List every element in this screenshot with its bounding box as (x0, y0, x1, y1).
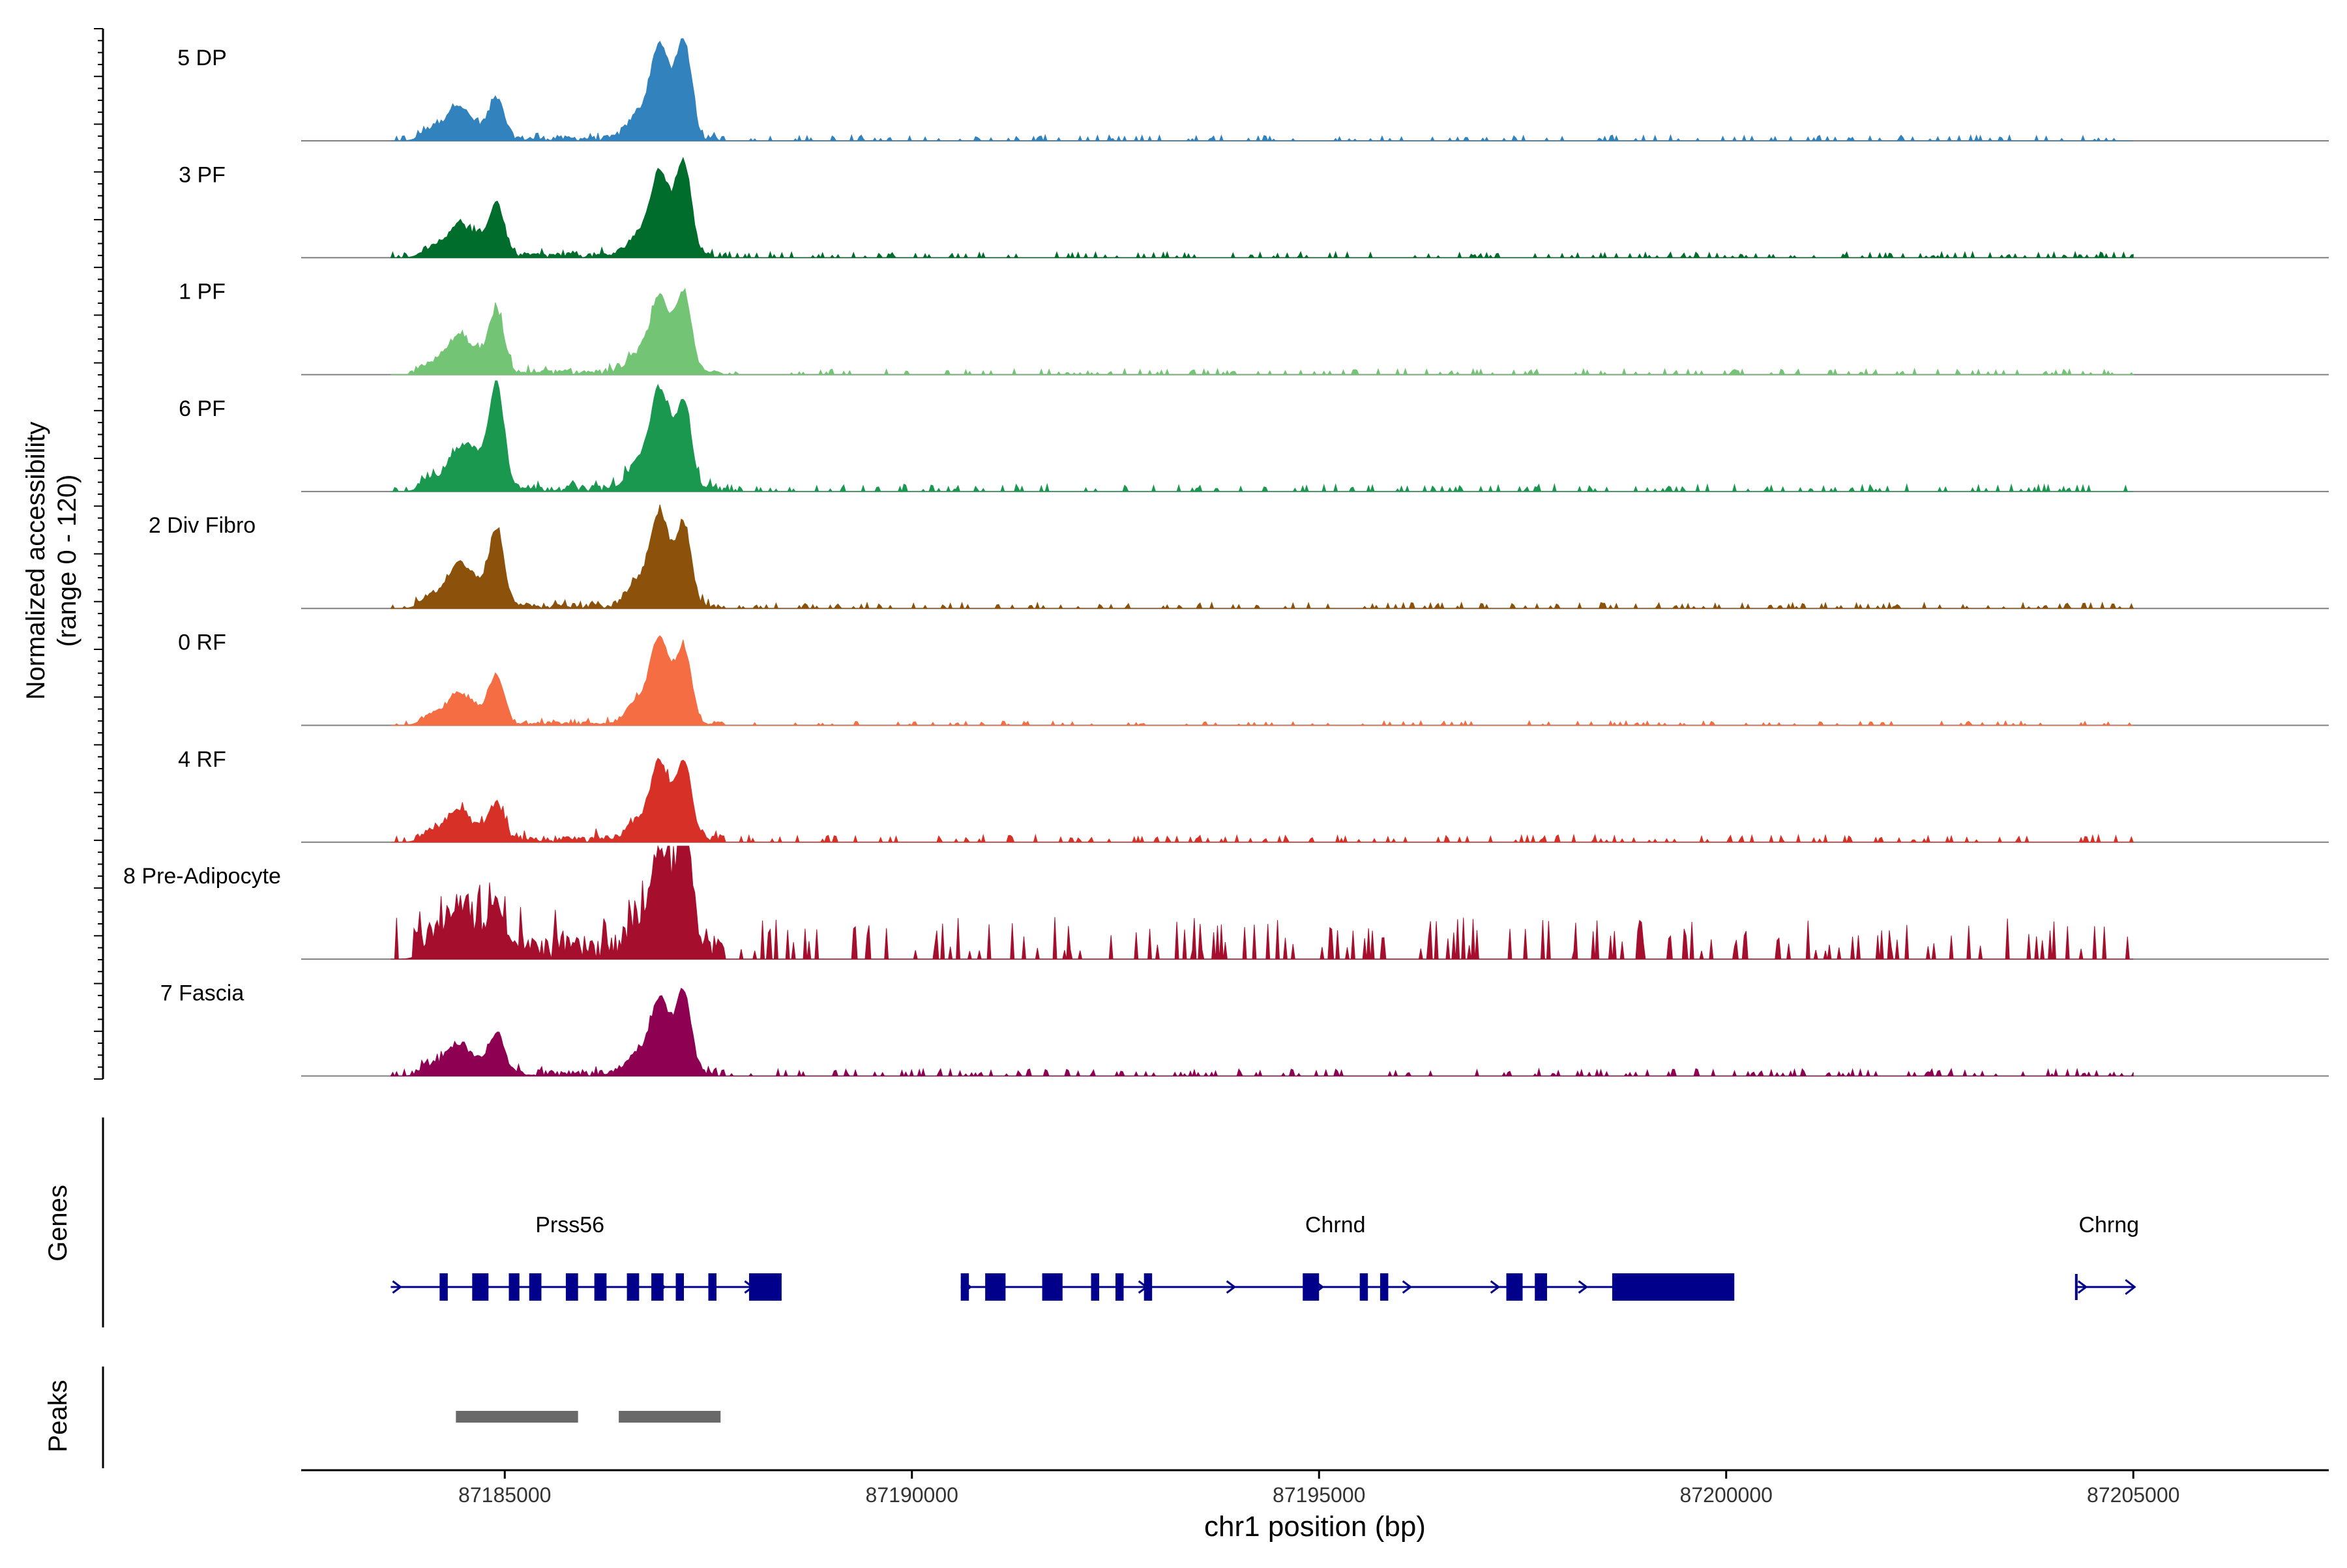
track-6-pf: 6 PF (179, 380, 2329, 493)
strand-arrow (2125, 1279, 2136, 1295)
strand-arrow (392, 1280, 402, 1294)
gene-chrng: Chrng (2074, 1213, 2139, 1300)
exon-block (1042, 1273, 1063, 1301)
exon-block (439, 1273, 448, 1301)
track-3-pf: 3 PF (179, 156, 2329, 259)
exon-block (708, 1273, 716, 1301)
gene-prss56: Prss56 (391, 1213, 782, 1301)
exon-block (1612, 1273, 1735, 1301)
exon-block (675, 1273, 685, 1301)
exon-block (1303, 1273, 1320, 1301)
x-tick-label: 87190000 (866, 1483, 958, 1507)
coverage-area (391, 635, 2134, 726)
track-1-pf: 1 PF (179, 280, 2329, 376)
exon-block (1380, 1273, 1389, 1301)
exon-block (1359, 1273, 1368, 1301)
y-axis-label: Normalized accessibility (22, 422, 50, 700)
exon-block (472, 1273, 489, 1301)
exon-block (1506, 1273, 1523, 1301)
exon-block (1535, 1273, 1547, 1301)
exon-block (565, 1273, 578, 1301)
exon-block (509, 1273, 520, 1301)
track-4-rf: 4 RF (178, 747, 2329, 844)
track-2-div-fibro: 2 Div Fibro (149, 504, 2329, 610)
exon-block (985, 1273, 1006, 1301)
genes-panel: Prss56 Chrnd Chrng (102, 1117, 2139, 1327)
exon-block (1091, 1273, 1100, 1301)
axis-labels: Normalized accessibility (range 0 - 120)… (22, 422, 1426, 1543)
x-tick-label: 87185000 (458, 1483, 551, 1507)
exon-block (651, 1273, 664, 1301)
coverage-area (391, 38, 2134, 142)
peak-region (619, 1411, 721, 1423)
genes-track-label: Genes (44, 1185, 72, 1262)
strand-arrow (1402, 1280, 1413, 1294)
peaks-panel (102, 1367, 721, 1468)
strand-arrow (2077, 1280, 2088, 1294)
exon-block (1144, 1273, 1153, 1301)
track-7-fascia: 7 Fascia (160, 981, 2329, 1078)
y-axis-range-label: (range 0 - 120) (53, 475, 81, 647)
track-5-dp: 5 DP (177, 38, 2329, 142)
exon-block (960, 1273, 969, 1301)
coverage-area (391, 380, 2134, 493)
track-8-pre-adipocyte: 8 Pre-Adipocyte (123, 844, 2329, 960)
exon-block (1115, 1273, 1124, 1301)
exon-block (529, 1273, 542, 1301)
track-label: 5 DP (177, 46, 227, 70)
coverage-area (390, 987, 2134, 1078)
track-label: 8 Pre-Adipocyte (123, 864, 281, 889)
strand-arrow (1578, 1280, 1589, 1294)
coverage-area (390, 504, 2134, 610)
gene-chrnd: Chrnd (960, 1213, 1735, 1301)
strand-arrow (1490, 1280, 1501, 1294)
track-label: 6 PF (179, 396, 226, 421)
track-label: 3 PF (179, 162, 226, 187)
x-tick-label: 87205000 (2087, 1483, 2179, 1507)
x-tick-label: 87195000 (1273, 1483, 1365, 1507)
coverage-area (391, 288, 2134, 376)
exon-block (748, 1273, 782, 1301)
coverage-area (390, 156, 2134, 259)
coverage-tracks: 5 DP 3 PF 1 PF 6 PF 2 Div Fibro 0 RF 4 RF 8 Pre… (94, 28, 2329, 1080)
x-tick-label: 87200000 (1680, 1483, 1773, 1507)
gene-label: Chrng (2078, 1213, 2139, 1237)
peak-region (456, 1411, 578, 1423)
coverage-area (391, 844, 2134, 960)
track-label: 2 Div Fibro (149, 513, 256, 538)
exon-block (594, 1273, 607, 1301)
track-0-rf: 0 RF (178, 630, 2329, 726)
track-label: 4 RF (178, 747, 226, 772)
gene-label: Chrnd (1305, 1213, 1366, 1237)
x-axis-label: chr1 position (bp) (1204, 1511, 1426, 1543)
peaks-track-label: Peaks (44, 1380, 72, 1452)
x-axis: 87185000 87190000 87195000 87200000 87205000 (301, 1469, 2329, 1507)
coverage-area (391, 758, 2134, 844)
exon-block (627, 1273, 640, 1301)
gene-label: Prss56 (535, 1213, 604, 1237)
track-label: 0 RF (178, 630, 226, 655)
track-label: 1 PF (179, 280, 226, 304)
track-label: 7 Fascia (160, 981, 244, 1005)
strand-arrow (1226, 1280, 1237, 1294)
